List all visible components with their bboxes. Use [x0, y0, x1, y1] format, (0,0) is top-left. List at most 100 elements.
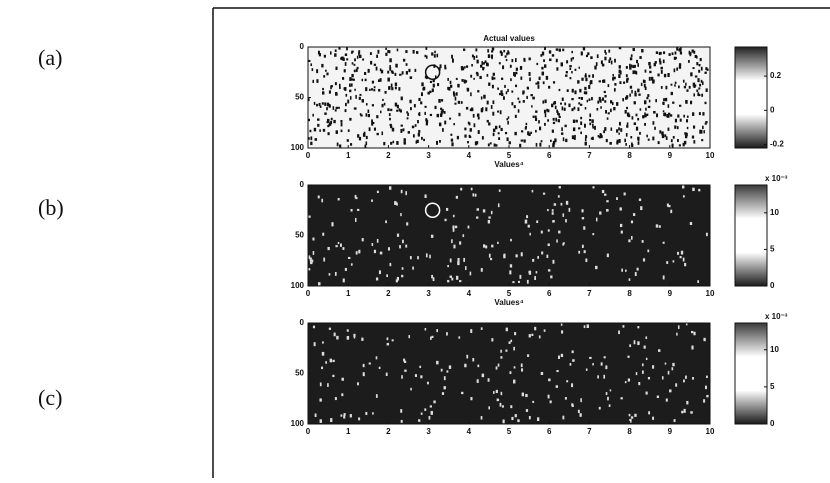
heatmap-speckle — [679, 51, 683, 55]
heatmap-speckle — [606, 200, 609, 203]
heatmap-speckle — [571, 350, 574, 354]
heatmap-speckle — [646, 113, 649, 117]
heatmap-speckle — [314, 413, 317, 417]
heatmap-speckle — [598, 135, 602, 139]
heatmap-speckle — [367, 109, 370, 113]
heatmap-speckle — [424, 111, 426, 115]
heatmap-speckle — [434, 50, 436, 54]
heatmap-speckle — [692, 377, 694, 380]
heatmap-speckle — [541, 251, 544, 255]
heatmap-speckle — [583, 226, 586, 230]
heatmap-speckle — [538, 76, 541, 81]
heatmap-speckle — [645, 107, 647, 111]
heatmap-speckle — [326, 120, 329, 124]
heatmap-speckle — [632, 70, 635, 75]
heatmap-speckle — [427, 91, 430, 95]
heatmap-speckle — [371, 243, 374, 246]
x-tick-label: 7 — [587, 427, 592, 436]
heatmap-speckle — [702, 81, 704, 85]
heatmap-speckle — [361, 337, 364, 341]
heatmap-speckle — [609, 389, 612, 392]
heatmap-speckle — [371, 88, 374, 91]
heatmap-speckle — [328, 273, 331, 276]
heatmap-speckle — [502, 96, 505, 100]
heatmap-speckle — [577, 107, 580, 112]
heatmap-speckle — [698, 93, 701, 97]
heatmap-speckle — [342, 278, 345, 283]
heatmap-speckle — [701, 93, 704, 97]
heatmap-speckle — [560, 62, 563, 67]
heatmap-speckle — [459, 280, 462, 283]
heatmap-speckle — [577, 80, 580, 84]
heatmap-speckle — [365, 141, 368, 146]
heatmap-speckle — [561, 330, 564, 334]
heatmap-speckle — [520, 368, 524, 372]
heatmap-speckle — [473, 77, 475, 80]
heatmap-speckle — [491, 50, 494, 53]
heatmap-speckle — [346, 47, 348, 51]
heatmap-speckle — [349, 77, 352, 81]
heatmap-speckle — [693, 93, 696, 97]
heatmap-speckle — [356, 55, 359, 59]
heatmap-speckle — [491, 244, 494, 248]
heatmap-speckle — [495, 366, 498, 370]
heatmap-speckle — [535, 129, 537, 133]
heatmap-speckle — [691, 135, 695, 139]
heatmap-speckle — [547, 209, 549, 212]
heatmap-speckle — [546, 254, 549, 258]
y-tick-label: 100 — [291, 143, 305, 152]
heatmap-speckle — [678, 144, 681, 147]
heatmap-speckle — [329, 358, 333, 363]
heatmap-speckle — [364, 144, 367, 149]
heatmap-speckle — [656, 113, 659, 118]
heatmap-speckle — [507, 51, 510, 55]
heatmap-speckle — [394, 72, 397, 76]
heatmap-speckle — [352, 78, 355, 81]
heatmap-speckle — [628, 239, 631, 243]
heatmap-speckle — [564, 124, 567, 128]
heatmap-speckle — [511, 90, 514, 93]
y-tick-label: 50 — [295, 93, 304, 102]
heatmap-speckle — [503, 254, 506, 259]
heatmap-speckle — [580, 116, 583, 120]
heatmap-speckle — [640, 206, 643, 211]
heatmap-speckle — [627, 112, 630, 116]
heatmap-speckle — [356, 382, 359, 386]
heatmap-speckle — [705, 67, 708, 70]
heatmap-speckle — [328, 327, 332, 330]
heatmap-speckle — [685, 82, 687, 86]
heatmap-speckle — [475, 55, 478, 59]
heatmap-speckle — [704, 101, 707, 105]
heatmap-speckle — [532, 400, 535, 403]
heatmap-speckle — [552, 81, 556, 84]
heatmap-speckle — [465, 266, 467, 271]
heatmap-speckle — [498, 125, 501, 129]
heatmap-speckle — [409, 256, 412, 260]
heatmap-speckle — [312, 251, 315, 255]
heatmap-speckle — [396, 202, 398, 206]
heatmap-speckle — [492, 111, 495, 116]
heatmap-speckle — [480, 96, 483, 100]
heatmap-speckle — [431, 335, 434, 338]
heatmap-speckle — [432, 83, 435, 88]
heatmap-speckle — [562, 242, 565, 245]
heatmap-speckle — [351, 73, 354, 78]
heatmap-speckle — [324, 102, 327, 106]
heatmap-speckle — [706, 394, 709, 398]
heatmap-speckle — [552, 143, 555, 148]
heatmap-speckle — [616, 197, 618, 201]
heatmap-speckle — [547, 119, 550, 122]
heatmap-speckle — [649, 70, 652, 74]
heatmap-speckle — [616, 141, 619, 145]
heatmap-speckle — [431, 52, 434, 56]
heatmap-speckle — [542, 192, 546, 195]
x-tick-label: 6 — [547, 151, 552, 160]
heatmap-speckle — [635, 126, 639, 131]
heatmap-speckle — [330, 418, 333, 423]
heatmap-speckle — [515, 84, 518, 88]
heatmap-speckle — [560, 132, 564, 135]
heatmap-speckle — [692, 67, 695, 70]
heatmap-speckle — [584, 73, 587, 77]
heatmap-speckle — [325, 361, 328, 364]
heatmap-speckle — [424, 408, 427, 411]
